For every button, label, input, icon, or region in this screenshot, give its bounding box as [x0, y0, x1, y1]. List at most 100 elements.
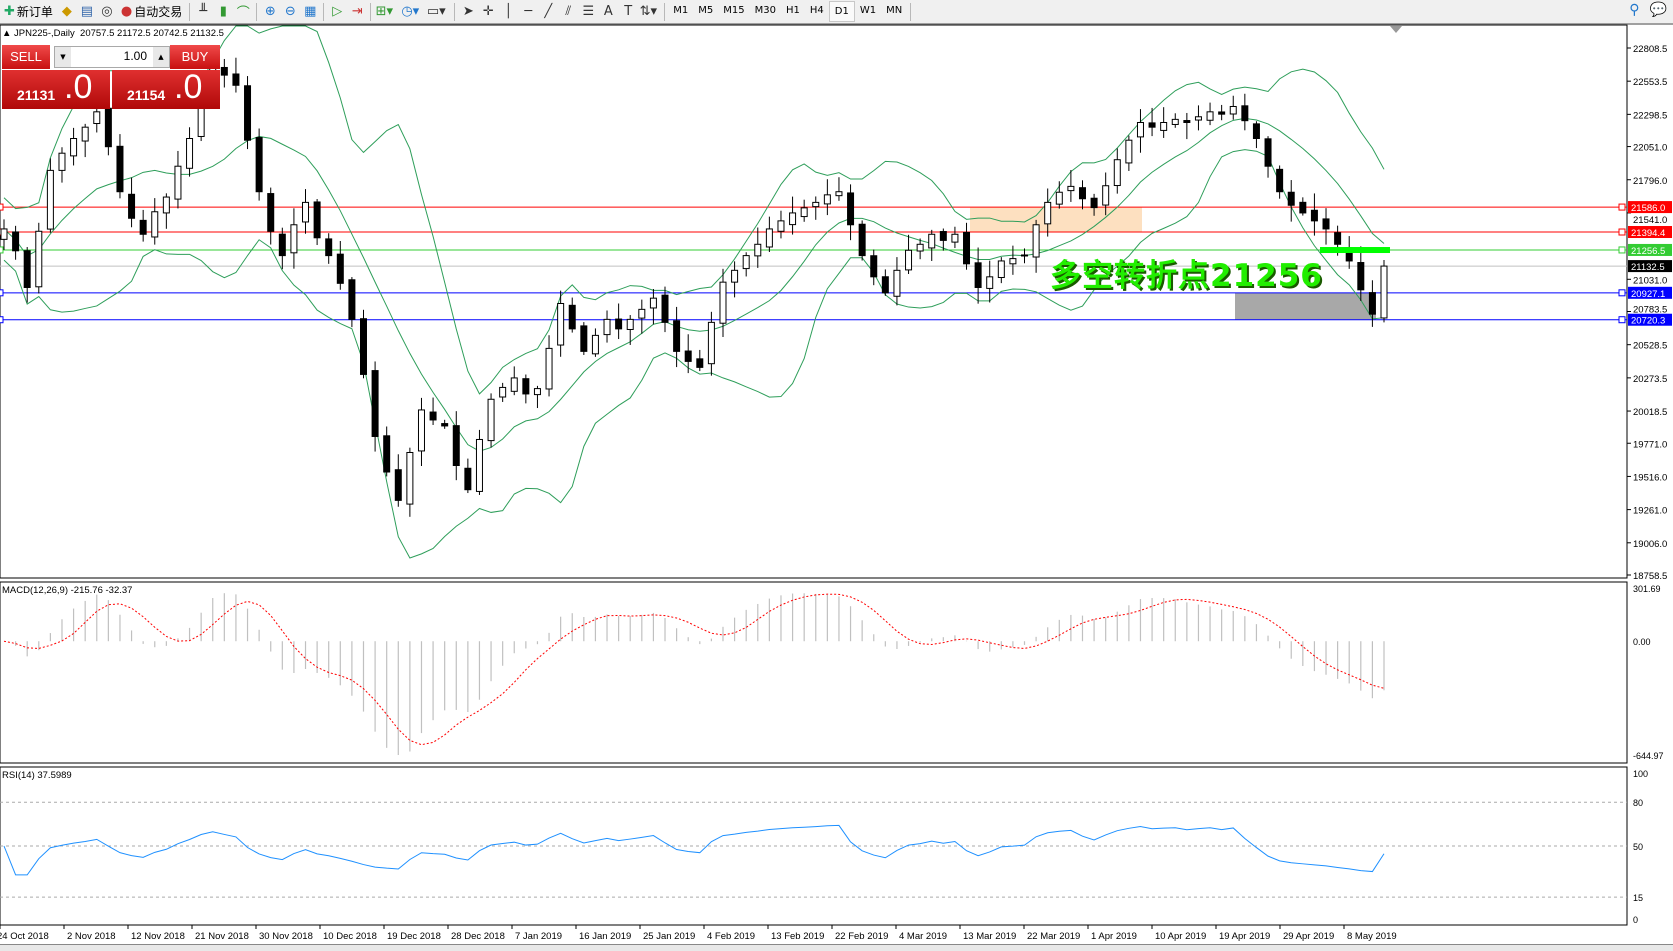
price-line-label-bg: [1628, 286, 1672, 299]
bullish-candle: [777, 220, 785, 232]
lot-size-input[interactable]: ▼ 1.00 ▲: [54, 46, 170, 68]
timeframe-h1[interactable]: H1: [786, 5, 800, 16]
bullish-candle: [475, 438, 483, 492]
date-tick-label: 7 Jan 2019: [515, 931, 562, 942]
bullish-candle: [35, 230, 43, 288]
zoom-out-icon[interactable]: ⊖: [284, 4, 296, 19]
templates-icon[interactable]: ▭▾: [426, 4, 446, 19]
bearish-candle: [1322, 218, 1330, 230]
indicators-icon[interactable]: ⊞▾: [375, 4, 393, 19]
bearish-candle: [1276, 168, 1284, 193]
date-tick-label: 29 Apr 2019: [1283, 931, 1334, 942]
timeframe-w1[interactable]: W1: [859, 5, 877, 16]
bullish-candle: [742, 255, 750, 270]
bullish-candle: [1160, 121, 1168, 131]
autoscroll-icon[interactable]: ▷: [332, 4, 343, 19]
tile-windows-icon[interactable]: ▦: [304, 4, 317, 19]
timeframe-mn[interactable]: MN: [886, 5, 903, 16]
bearish-candle: [220, 66, 228, 76]
sell-price-frac: .0: [64, 68, 93, 106]
market-watch-icon[interactable]: ◆: [61, 4, 72, 19]
bullish-candle: [290, 224, 298, 254]
bullish-candle: [417, 409, 425, 452]
bullish-candle: [1067, 185, 1075, 192]
timeframe-m1[interactable]: M1: [673, 5, 689, 16]
bearish-candle: [661, 294, 669, 323]
date-tick-label: 13 Mar 2019: [963, 931, 1016, 942]
bullish-candle: [765, 228, 773, 248]
timeframe-m30[interactable]: M30: [754, 5, 776, 16]
timeframe-h4[interactable]: H4: [809, 5, 824, 16]
separator: [256, 2, 258, 21]
price-tick-label: 19006.0: [1633, 539, 1667, 550]
bar-chart-icon[interactable]: ╨: [199, 4, 208, 19]
bullish-candle: [406, 451, 414, 505]
price-line-label: 21132.5: [1631, 262, 1665, 273]
text-icon[interactable]: A: [603, 4, 613, 19]
auto-trading-button[interactable]: ● 自动交易: [117, 1, 186, 22]
fibonacci-icon[interactable]: ☰: [582, 4, 595, 19]
crosshair-icon[interactable]: ✛: [482, 4, 494, 19]
buy-price-button[interactable]: 21154 .0: [112, 68, 220, 109]
bearish-candle: [1368, 292, 1376, 315]
line-handle: [1618, 316, 1626, 324]
bullish-candle: [46, 169, 54, 230]
date-tick-label: 12 Nov 2018: [131, 931, 185, 942]
bullish-candle: [800, 207, 808, 218]
bullish-candle: [603, 318, 611, 336]
line-chart-icon[interactable]: ⌒: [236, 6, 250, 21]
buy-button[interactable]: BUY: [170, 45, 220, 69]
bearish-candle: [1299, 201, 1307, 214]
rsi-tick-label: 15: [1633, 893, 1643, 903]
bullish-candle: [754, 243, 762, 257]
arrows-icon[interactable]: ⇅▾: [639, 4, 657, 19]
bearish-candle: [1241, 105, 1249, 122]
separator: [910, 2, 912, 21]
text-label-icon[interactable]: T: [624, 4, 633, 19]
new-order-button[interactable]: ✚ 新订单: [0, 1, 57, 22]
cursor-icon[interactable]: ➤: [462, 4, 474, 19]
price-line-label: 21394.4: [1631, 228, 1665, 239]
price-line-label: 20720.3: [1631, 316, 1665, 327]
macd-tick-label: -644.97: [1633, 751, 1664, 761]
bullish-candle: [1229, 105, 1237, 115]
navigator-icon[interactable]: ▤: [80, 4, 94, 19]
lot-decrease-button[interactable]: ▼: [55, 47, 71, 67]
bullish-candle: [591, 334, 599, 355]
date-tick-label: 4 Feb 2019: [707, 931, 755, 942]
chart-annotation-text[interactable]: 多空转折点21256: [1050, 258, 1323, 294]
sell-button[interactable]: SELL: [2, 45, 50, 69]
symbol-label: JPN225-,Daily: [14, 28, 75, 39]
periods-icon[interactable]: ◷▾: [401, 4, 420, 19]
support-zone: [1235, 292, 1376, 320]
timeframe-m15[interactable]: M15: [723, 5, 745, 16]
bullish-candle: [1009, 258, 1017, 265]
chat-icon[interactable]: 💬: [1649, 2, 1667, 18]
chart-shift-icon[interactable]: ⇥: [351, 4, 363, 19]
date-tick-label: 10 Apr 2019: [1155, 931, 1206, 942]
trendline-icon[interactable]: ╱: [544, 4, 553, 19]
bearish-candle: [452, 425, 460, 467]
vertical-line-icon[interactable]: │: [504, 4, 513, 19]
date-tick-label: 21 Nov 2018: [195, 931, 249, 942]
timeframe-m5[interactable]: M5: [698, 5, 714, 16]
horizontal-line-icon[interactable]: ─: [524, 4, 533, 19]
bullish-candle: [186, 138, 194, 169]
timeframe-d1[interactable]: D1: [828, 1, 855, 22]
bullish-candle: [1102, 185, 1110, 206]
signals-icon[interactable]: ◎: [101, 4, 113, 19]
equidistant-channel-icon[interactable]: ⫽: [565, 4, 572, 19]
date-tick-label: 4 Mar 2019: [899, 931, 947, 942]
bearish-candle: [963, 231, 971, 265]
lot-increase-button[interactable]: ▲: [153, 47, 169, 67]
zoom-in-icon[interactable]: ⊕: [264, 4, 276, 19]
price-tick-label: 20528.5: [1633, 341, 1667, 352]
buy-price-frac: .0: [174, 68, 203, 106]
bearish-candle: [939, 231, 947, 241]
bearish-candle: [684, 350, 692, 362]
candlestick-icon[interactable]: ▮: [219, 4, 227, 19]
search-icon[interactable]: ⚲: [1629, 2, 1640, 18]
date-tick-label: 24 Oct 2018: [0, 931, 49, 942]
sell-price-button[interactable]: 21131 .0: [2, 68, 110, 109]
